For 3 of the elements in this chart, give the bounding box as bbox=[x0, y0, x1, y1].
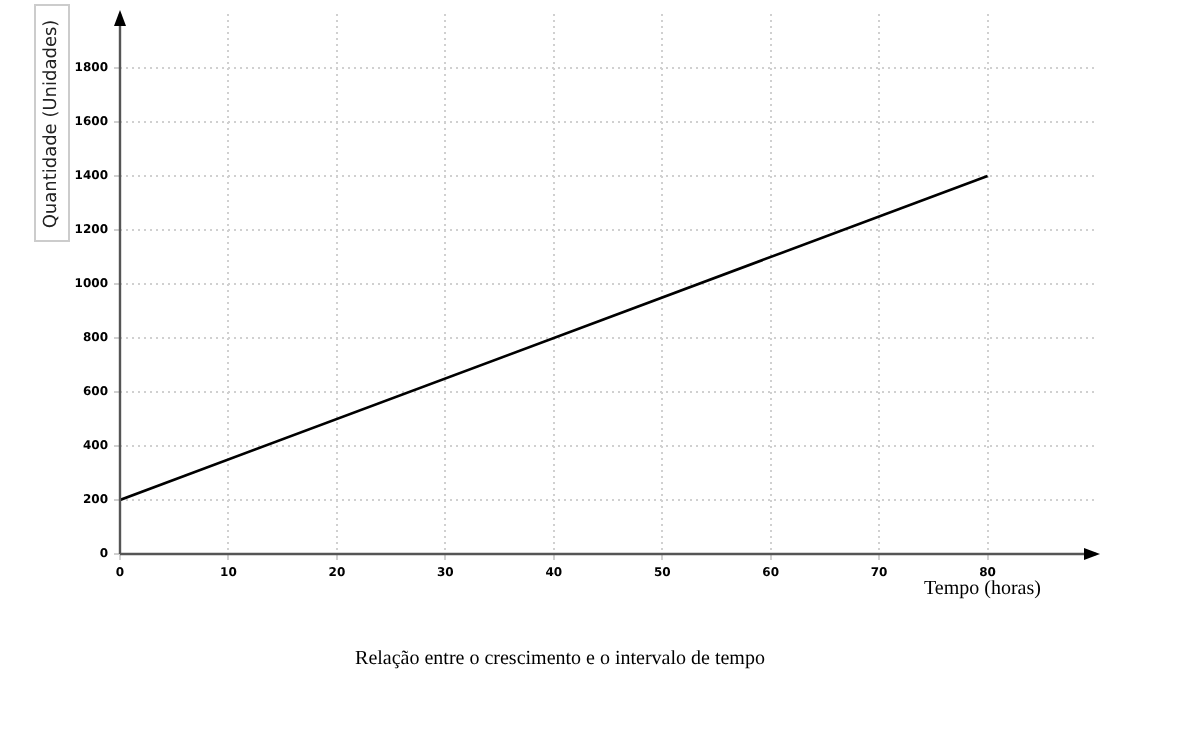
x-axis-title: Tempo (horas) bbox=[924, 578, 1041, 600]
y-axis-title: Quantidade (Unidades) bbox=[42, 18, 63, 228]
text: Relação entre o crescimento e o intervalo de tempo bbox=[353, 648, 767, 670]
